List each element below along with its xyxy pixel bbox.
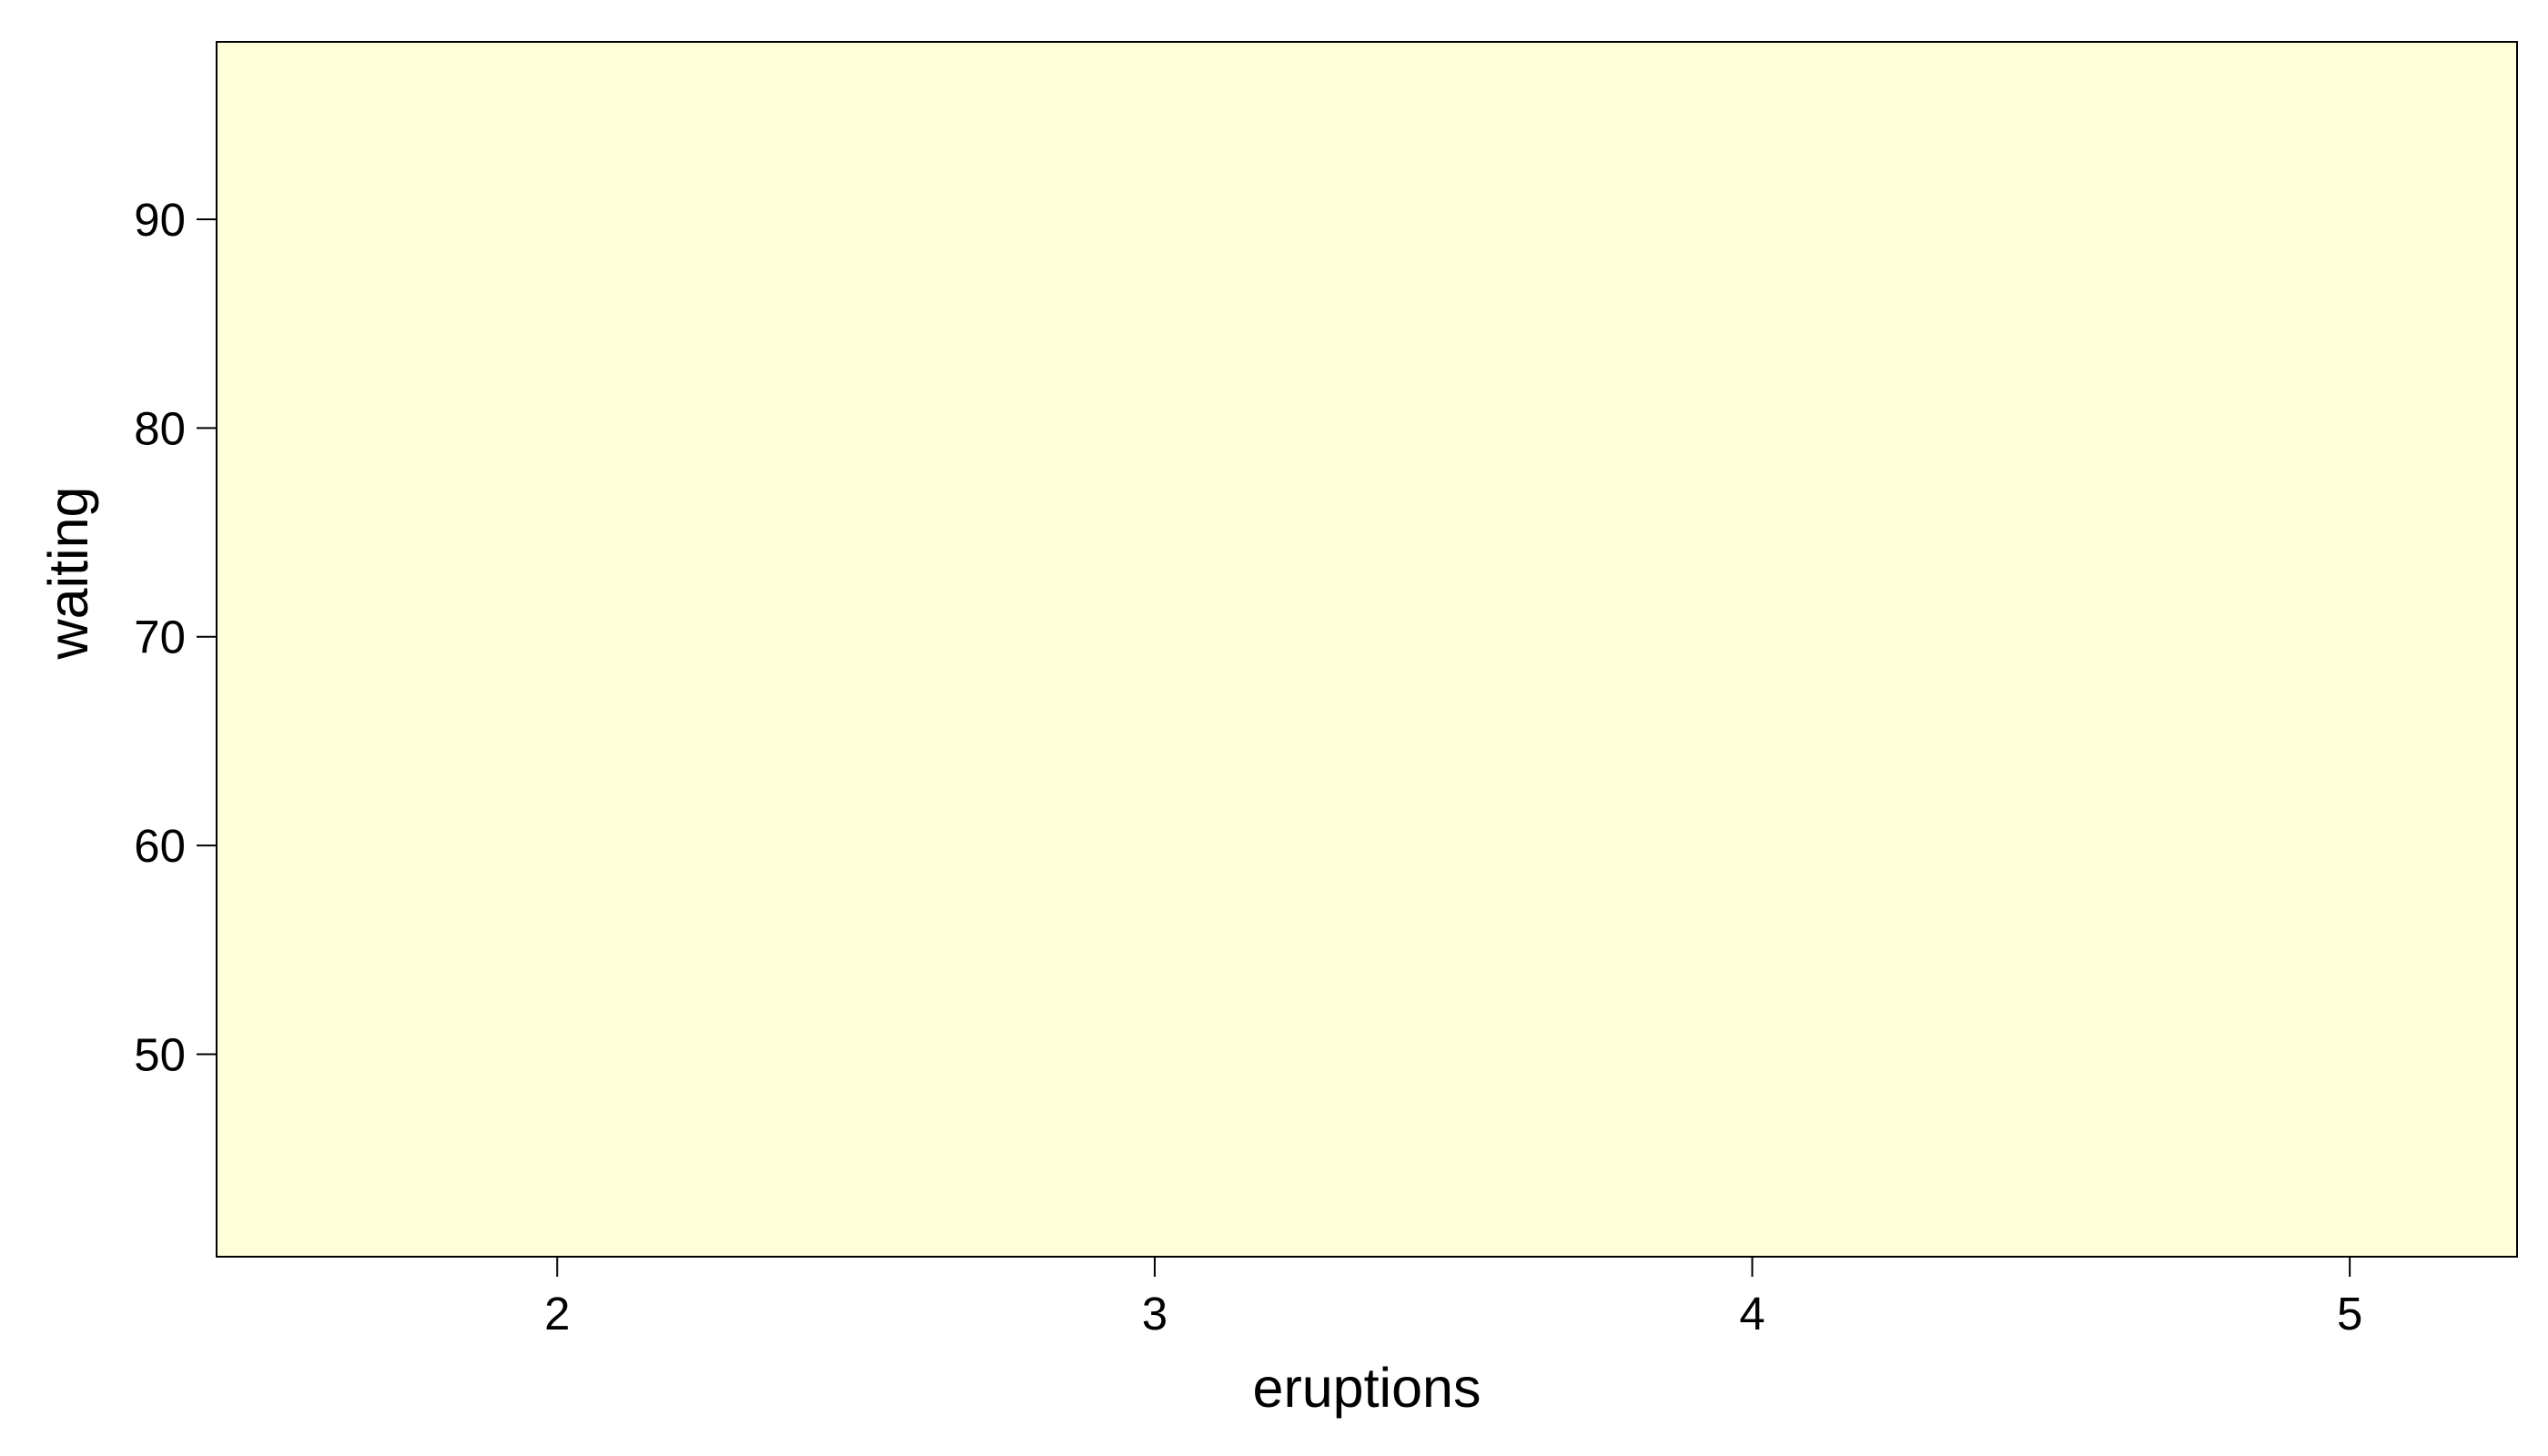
y-tick-label: 80 — [134, 402, 186, 454]
x-tick-label: 5 — [2337, 1288, 2362, 1340]
y-axis-title: waiting — [37, 487, 99, 661]
y-axis-ticks: 50 60 70 80 90 — [134, 194, 217, 1081]
y-tick-label: 70 — [134, 612, 186, 663]
plot-background — [216, 41, 2518, 1258]
x-tick-label: 4 — [1739, 1288, 1764, 1340]
y-tick-label: 50 — [134, 1029, 186, 1081]
x-tick-label: 2 — [544, 1288, 570, 1340]
y-tick-label: 60 — [134, 820, 186, 872]
x-axis-title: eruptions — [1253, 1357, 1481, 1419]
x-axis-ticks: 2 3 4 5 — [544, 1257, 2362, 1340]
y-tick-label: 90 — [134, 194, 186, 246]
x-tick-label: 3 — [1142, 1288, 1168, 1340]
